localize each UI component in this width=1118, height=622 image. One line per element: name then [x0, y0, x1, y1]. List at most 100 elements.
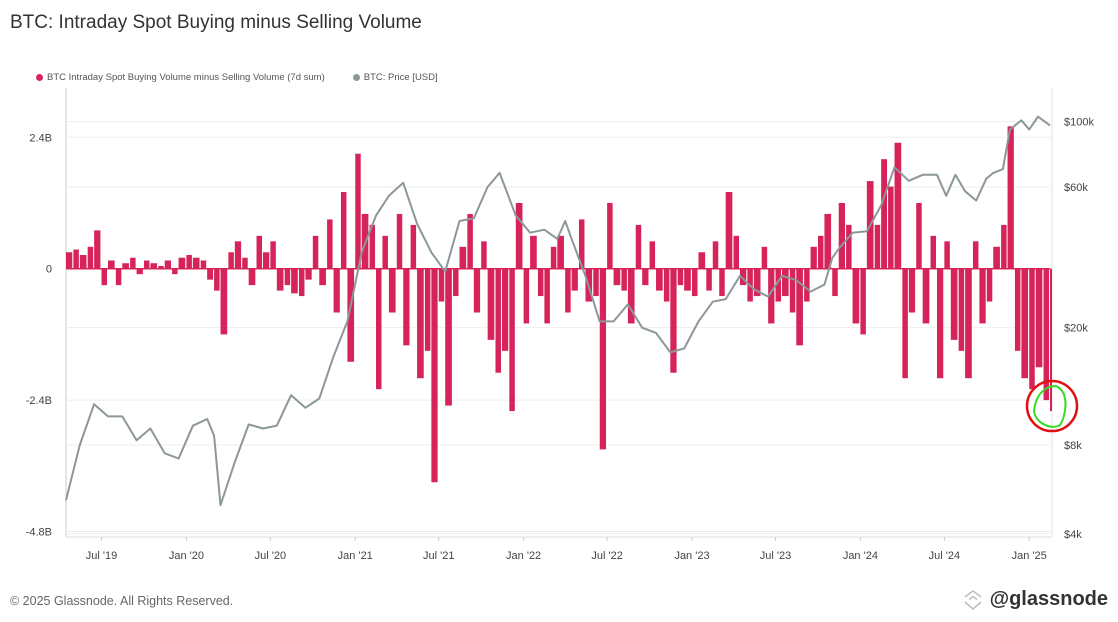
volume-bar: [1043, 268, 1050, 401]
y-right-tick-label: $8k: [1064, 440, 1082, 452]
x-tick-label: Jul '24: [929, 550, 960, 562]
volume-bar: [369, 224, 376, 269]
price-line: [65, 115, 1051, 507]
volume-bar: [305, 268, 312, 280]
volume-bar: [635, 224, 642, 269]
legend-swatch-volume: [36, 74, 43, 81]
volume-bar: [487, 268, 495, 340]
volume-bar: [207, 268, 214, 280]
volume-bar: [663, 268, 670, 302]
volume-bar: [298, 268, 305, 297]
volume-bar: [649, 241, 656, 269]
volume-bar: [706, 268, 712, 291]
volume-bar: [965, 268, 972, 379]
volume-bar: [627, 268, 635, 324]
volume-bar: [186, 255, 192, 269]
volume-bar: [445, 268, 452, 406]
volume-bar: [192, 257, 200, 269]
copyright-footer: © 2025 Glassnode. All Rights Reserved.: [10, 594, 234, 608]
glassnode-diamond-icon: [964, 589, 982, 610]
legend-label-price: BTC: Price [USD]: [363, 72, 438, 83]
volume-bar: [958, 268, 965, 351]
volume-bar: [530, 235, 537, 269]
volume-bar: [459, 246, 467, 269]
volume-bar: [355, 153, 361, 269]
volume-bar: [881, 159, 888, 269]
volume-bar: [115, 268, 122, 286]
volume-bar: [852, 268, 860, 324]
volume-bar: [66, 252, 73, 269]
volume-bar: [979, 268, 986, 324]
volume-bar: [73, 249, 79, 269]
volume-bar: [537, 268, 544, 297]
volume-bar: [347, 268, 355, 362]
volume-bar: [804, 268, 810, 302]
volume-bar: [122, 263, 129, 269]
volume-bar: [621, 268, 627, 291]
volume-bar: [467, 213, 473, 269]
volume-bar: [725, 192, 733, 269]
volume-bar: [775, 268, 782, 302]
volume-bar: [930, 235, 937, 269]
y-left-tick-label: 2.4B: [29, 132, 52, 144]
volume-bar: [495, 268, 501, 373]
volume-bar: [473, 268, 481, 313]
volume-bar: [501, 268, 509, 351]
green-scribble-annotation: [1033, 385, 1067, 428]
volume-bar: [613, 268, 621, 286]
volume-bar: [824, 213, 832, 269]
volume-bar: [164, 260, 171, 269]
volume-bar: [972, 241, 979, 269]
volume-bar: [319, 268, 326, 286]
volume-bar: [578, 219, 585, 269]
volume-bar: [986, 268, 993, 302]
volume-bar: [291, 268, 298, 294]
volume-bar: [150, 263, 158, 269]
volume-bar: [902, 268, 908, 379]
legend-swatch-price: [352, 74, 360, 81]
volume-bar: [916, 202, 922, 269]
volume-bar: [438, 268, 445, 302]
volume-bar: [1001, 224, 1007, 269]
volume-bar: [382, 235, 388, 269]
volume-bar: [599, 268, 607, 450]
volume-bar: [234, 241, 242, 269]
volume-bar: [670, 268, 677, 373]
volume-bar: [1029, 268, 1035, 390]
volume-bar: [719, 268, 725, 297]
volume-bar: [944, 241, 950, 269]
volume-bar: [200, 260, 207, 269]
y-right-tick-label: $4k: [1064, 529, 1082, 541]
volume-bar: [557, 235, 564, 269]
volume-bar: [656, 268, 663, 291]
legend-item-volume[interactable]: BTC Intraday Spot Buying Volume minus Se…: [36, 72, 325, 83]
volume-bar: [417, 268, 424, 379]
volume-bar: [761, 246, 768, 269]
logo-text: @glassnode: [989, 588, 1108, 610]
volume-bar: [692, 268, 698, 297]
volume-bar: [327, 219, 333, 269]
volume-bar: [396, 213, 403, 269]
grid: [65, 88, 1053, 538]
volume-bar: [888, 186, 894, 269]
volume-bar: [712, 241, 719, 269]
volume-bar: [936, 268, 944, 379]
glassnode-logo: @glassnode: [962, 588, 1108, 611]
x-tick-label: Jul '19: [86, 550, 117, 562]
y-left-tick-label: -4.8B: [26, 527, 52, 539]
volume-bar: [101, 268, 108, 286]
volume-bar: [846, 224, 852, 269]
price-series-line: [65, 115, 1051, 507]
volume-bar: [1050, 268, 1052, 412]
volume-bar: [993, 246, 1000, 269]
legend-item-price[interactable]: BTC: Price [USD]: [352, 72, 438, 83]
volume-bar: [950, 268, 958, 340]
volume-bar: [1007, 126, 1014, 269]
volume-bar: [789, 268, 796, 313]
volume-bar: [684, 268, 691, 291]
volume-bar: [256, 235, 263, 269]
volume-bar: [733, 235, 740, 269]
volume-bar: [158, 265, 164, 269]
volume-bar: [481, 241, 487, 269]
volume-bar: [376, 268, 382, 390]
